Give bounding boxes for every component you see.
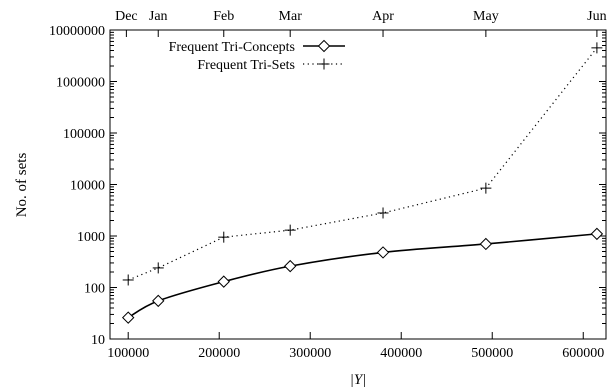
legend: Frequent Tri-Concepts Frequent Tri-Sets — [169, 39, 345, 73]
marker-diamond — [317, 39, 331, 53]
series-1 — [122, 42, 603, 286]
y-axis-title: No. of sets — [14, 153, 30, 218]
marker-diamond — [590, 227, 604, 241]
marker-diamond — [152, 294, 165, 308]
top-month-label: Jan — [149, 9, 168, 24]
x-tick-label: 100000 — [107, 346, 149, 361]
legend-label: Frequent Tri-Concepts — [169, 40, 295, 55]
top-month-label: Jun — [587, 9, 606, 24]
top-month-label: Mar — [279, 9, 303, 24]
y-tick-label: 100000 — [63, 127, 105, 142]
x-tick-label: 500000 — [471, 346, 513, 361]
y-tick-label: 1000 — [77, 230, 105, 245]
legend-label: Frequent Tri-Sets — [197, 58, 295, 73]
top-month-label: Apr — [372, 9, 394, 24]
marker-diamond — [479, 237, 493, 251]
y-tick-label: 10 — [91, 333, 105, 348]
y-tick-label: 10000000 — [49, 24, 105, 39]
top-month-label: Dec — [115, 9, 138, 24]
marker-diamond — [121, 311, 135, 324]
series-line — [127, 233, 597, 319]
marker-diamond — [376, 246, 390, 259]
series-layer — [121, 42, 604, 324]
y-tick-label: 10000 — [70, 179, 105, 194]
x-tick-label: 200000 — [198, 346, 240, 361]
x-tick-label: 300000 — [289, 346, 331, 361]
series-line — [127, 47, 598, 281]
x-axis-title: |Y| — [350, 372, 367, 388]
x-tick-label: 400000 — [380, 346, 422, 361]
x-tick-label: 600000 — [562, 346, 604, 361]
top-month-label: Feb — [213, 9, 234, 24]
y-tick-label: 1000000 — [56, 76, 105, 91]
series-0 — [121, 227, 604, 324]
top-month-label: May — [473, 9, 499, 24]
marker-diamond — [283, 259, 297, 273]
ticks-layer: 100000 200000 300000 400000 500000 6000001010… — [49, 9, 607, 361]
y-tick-label: 100 — [84, 282, 105, 297]
marker-diamond — [217, 275, 230, 288]
